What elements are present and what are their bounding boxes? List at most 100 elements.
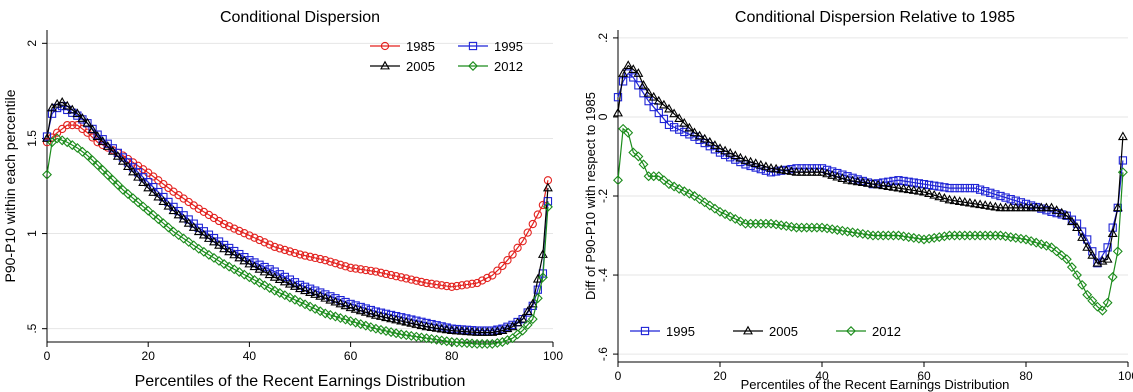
data-point: [847, 175, 858, 185]
legend-item-2012: 2012: [458, 59, 523, 74]
data-point: [224, 261, 235, 272]
data-point: [321, 256, 330, 265]
legend-label: 1995: [666, 324, 695, 339]
data-point: [801, 166, 812, 176]
data-point: [523, 308, 532, 317]
data-point: [193, 226, 204, 236]
data-point: [518, 237, 527, 246]
data-point: [970, 198, 980, 208]
data-point: [370, 310, 381, 319]
data-point: [730, 213, 741, 224]
data-point: [254, 277, 265, 288]
data-point: [133, 168, 143, 177]
legend-marker: [468, 41, 478, 51]
data-point: [193, 243, 204, 254]
data-point: [832, 171, 843, 181]
x-tick-label: 20: [142, 349, 156, 363]
data-point: [300, 299, 311, 310]
data-point: [755, 159, 766, 169]
y-tick-label: 1.5: [25, 130, 39, 147]
data-point: [198, 246, 209, 257]
data-point: [158, 196, 169, 206]
data-point: [345, 316, 356, 327]
data-point: [365, 322, 376, 333]
right-y-axis-label: Diff of P90-P10 with respect to 1985: [583, 92, 598, 300]
y-tick-label: .5: [25, 323, 39, 333]
data-point: [878, 180, 889, 190]
data-point: [335, 313, 346, 324]
data-point: [82, 150, 93, 161]
y-tick-label: 1: [25, 230, 39, 237]
data-point: [908, 185, 919, 194]
data-point: [188, 222, 199, 231]
left-chart-title: Conditional Dispersion: [220, 9, 380, 26]
data-point: [467, 279, 477, 288]
data-point: [649, 102, 658, 112]
data-point: [730, 150, 741, 160]
data-point: [533, 210, 542, 219]
data-point: [371, 267, 381, 276]
data-point: [401, 316, 412, 326]
data-point: [148, 187, 159, 196]
data-point: [427, 279, 436, 288]
x-tick-label: 80: [1019, 369, 1033, 383]
data-point: [330, 311, 341, 322]
data-point: [300, 285, 311, 295]
data-point: [1061, 210, 1072, 220]
data-point: [664, 103, 674, 113]
data-point: [633, 68, 644, 77]
data-point: [396, 315, 407, 325]
data-point: [623, 60, 634, 70]
data-point: [128, 166, 138, 176]
data-point: [675, 125, 684, 134]
data-point: [77, 146, 88, 157]
data-point: [981, 187, 990, 196]
data-point: [92, 131, 103, 140]
data-point: [1036, 202, 1047, 212]
legend-marker: [380, 60, 390, 70]
data-point: [300, 251, 310, 260]
data-point: [884, 177, 893, 186]
data-point: [168, 205, 179, 215]
data-point: [934, 232, 945, 243]
data-point: [959, 197, 970, 206]
data-point: [295, 283, 305, 293]
data-point: [893, 182, 904, 192]
data-point: [225, 222, 234, 231]
data-point: [178, 213, 189, 223]
data-point: [1046, 202, 1057, 212]
data-point: [1000, 202, 1011, 212]
data-point: [245, 231, 254, 240]
data-point: [320, 292, 331, 302]
legend-item-1995: 1995: [630, 324, 695, 339]
data-point: [629, 73, 638, 82]
data-point: [806, 166, 817, 176]
data-point: [239, 269, 250, 280]
data-point: [634, 81, 643, 90]
data-point: [412, 276, 421, 285]
data-point: [669, 181, 680, 192]
data-point: [103, 139, 112, 148]
data-point: [930, 181, 939, 190]
data-point: [704, 200, 715, 211]
right-x-axis-label: Percentiles of the Recent Earnings Distr…: [741, 377, 1010, 392]
data-point: [138, 177, 149, 187]
data-point: [542, 182, 553, 192]
data-point: [421, 321, 432, 331]
data-point: [249, 275, 260, 285]
right-chart-title: Conditional Dispersion Relative to 1985: [735, 9, 1015, 26]
data-point: [102, 141, 113, 150]
data-point: [234, 252, 245, 262]
data-point: [674, 183, 685, 194]
data-point: [517, 325, 528, 336]
x-tick-label: 0: [44, 349, 51, 363]
data-point: [336, 260, 345, 269]
data-point: [143, 205, 154, 216]
data-point: [522, 306, 533, 315]
data-point: [153, 191, 164, 201]
data-point: [679, 117, 690, 127]
data-point: [406, 318, 417, 327]
data-point: [1077, 232, 1088, 241]
data-point: [1036, 239, 1047, 250]
data-point: [955, 183, 964, 193]
